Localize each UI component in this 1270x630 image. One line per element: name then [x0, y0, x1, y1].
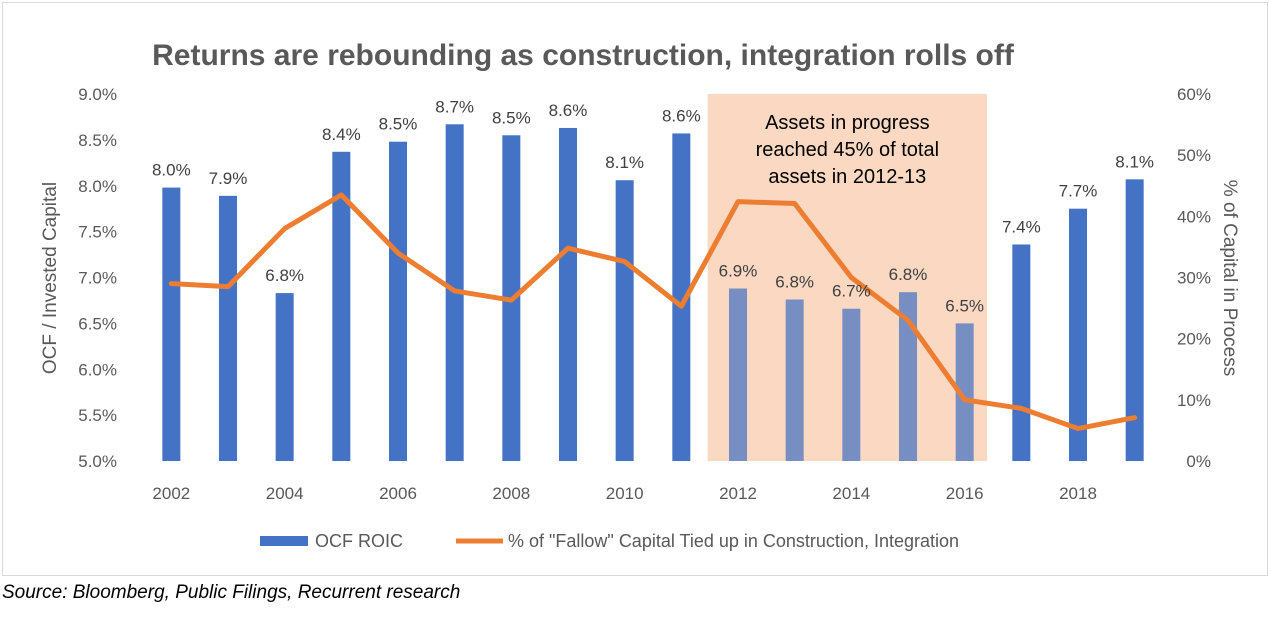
- data-label-2009: 8.6%: [549, 101, 588, 120]
- data-label-2014: 6.7%: [832, 282, 871, 301]
- y-left-tick: 8.0%: [78, 177, 117, 196]
- bar-2017: [1012, 244, 1031, 461]
- bar-2002: [162, 187, 181, 461]
- data-label-2011: 8.6%: [662, 106, 701, 125]
- y-right-tick: 10%: [1177, 391, 1211, 410]
- x-tick: 2018: [1059, 484, 1097, 503]
- x-tick: 2012: [719, 484, 757, 503]
- data-label-2006: 8.5%: [379, 115, 418, 134]
- y-axis-left-title: OCF / Invested Capital: [40, 182, 61, 374]
- bar-2009: [559, 127, 577, 461]
- y-right-tick: 60%: [1177, 85, 1211, 104]
- bar-2012: [729, 288, 747, 461]
- y-axis-right-title: % of Capital in Process: [1219, 180, 1240, 376]
- y-right-tick: 20%: [1177, 330, 1211, 349]
- bar-2016: [955, 323, 974, 461]
- x-tick: 2010: [606, 484, 644, 503]
- bar-2015: [899, 292, 917, 461]
- y-left-tick: 6.0%: [78, 360, 117, 379]
- y-left-tick: 8.5%: [78, 131, 117, 150]
- x-tick: 2006: [379, 484, 417, 503]
- chart-title: Returns are rebounding as construction, …: [152, 39, 1015, 72]
- y-left-tick: 5.5%: [78, 406, 117, 425]
- y-left-tick: 6.5%: [78, 314, 117, 333]
- data-label-2010: 8.1%: [605, 153, 644, 172]
- data-label-2015: 6.8%: [889, 265, 928, 284]
- data-label-2007: 8.7%: [435, 97, 474, 116]
- data-label-2002: 8.0%: [152, 161, 191, 180]
- bar-2019: [1125, 179, 1144, 461]
- legend-label-bars: OCF ROIC: [315, 531, 403, 551]
- x-tick: 2004: [266, 484, 304, 503]
- y-left-tick: 9.0%: [78, 85, 117, 104]
- data-label-2008: 8.5%: [492, 108, 531, 127]
- y-left-tick: 7.5%: [78, 223, 117, 242]
- legend-swatch-bars: [260, 536, 308, 546]
- y-left-tick: 5.0%: [78, 452, 117, 471]
- bar-2006: [389, 141, 407, 461]
- combo-chart: Returns are rebounding as construction, …: [40, 39, 1240, 551]
- legend: OCF ROIC % of "Fallow" Capital Tied up i…: [260, 531, 959, 551]
- line-series: [168, 192, 1138, 432]
- x-tick: 2002: [152, 484, 190, 503]
- data-label-2003: 7.9%: [209, 169, 248, 188]
- data-label-2012: 6.9%: [719, 262, 758, 281]
- y-right-tick: 30%: [1177, 269, 1211, 288]
- y-right-tick: 40%: [1177, 207, 1211, 226]
- y-left-tick: 7.0%: [78, 269, 117, 288]
- data-label-2004: 6.8%: [265, 266, 304, 285]
- x-tick: 2016: [946, 484, 984, 503]
- bar-2018: [1069, 208, 1087, 461]
- x-tick: 2014: [832, 484, 870, 503]
- data-label-2018: 7.7%: [1059, 182, 1098, 201]
- bar-2013: [785, 299, 804, 461]
- bar-2010: [615, 180, 634, 461]
- bar-2005: [332, 151, 351, 462]
- y-right-tick: 50%: [1177, 146, 1211, 165]
- bar-2004: [275, 293, 294, 461]
- data-label-2019: 8.1%: [1115, 152, 1154, 171]
- source-note: Source: Bloomberg, Public Filings, Recur…: [2, 582, 461, 603]
- data-label-2005: 8.4%: [322, 125, 361, 144]
- y-right-tick: 0%: [1186, 452, 1211, 471]
- shaded-region-note-line-1: Assets in progress: [765, 112, 930, 134]
- data-label-2013: 6.8%: [775, 273, 814, 292]
- data-label-2017: 7.4%: [1002, 217, 1041, 236]
- bar-2014: [842, 308, 861, 461]
- bar-2003: [219, 195, 237, 461]
- shaded-region-note-line-3: assets in 2012-13: [768, 166, 926, 188]
- data-label-2016: 6.5%: [945, 296, 984, 315]
- shaded-region-note-line-2: reached 45% of total: [756, 139, 939, 161]
- legend-label-line: % of "Fallow" Capital Tied up in Constru…: [508, 531, 959, 551]
- bar-2011: [672, 133, 691, 461]
- chart-frame: Returns are rebounding as construction, …: [2, 2, 1268, 576]
- x-tick: 2008: [492, 484, 530, 503]
